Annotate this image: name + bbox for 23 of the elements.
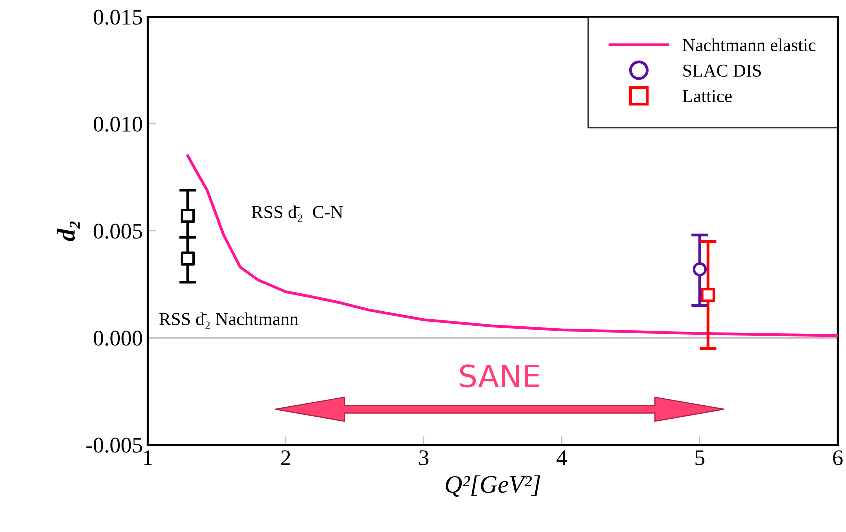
x-tick-label: 1	[144, 450, 152, 466]
point	[692, 262, 708, 277]
annotation: SANE	[460, 364, 540, 388]
x-axis-title: Q²[GeV²]	[446, 476, 540, 497]
annotation: RSS d̄₂ Nachtmann	[160, 312, 298, 329]
y-tick-label: 0.015	[94, 10, 142, 26]
y-tick-label: 0.005	[94, 224, 142, 240]
y-tick-label: 0.000	[94, 330, 142, 346]
point	[180, 252, 196, 266]
x-tick-label: 5	[696, 450, 705, 466]
x-tick-label: 6	[833, 450, 843, 466]
x-tick-label: 4	[556, 450, 568, 466]
legend-label: Nachtmann elastic	[682, 38, 816, 52]
y-axis-title: d₂	[58, 222, 80, 242]
legend-label: SLAC DIS	[684, 64, 762, 77]
annotation: RSS d̄₂ C-N	[252, 206, 344, 222]
y-tick-label: 0.010	[94, 116, 142, 132]
x-tick-label: 2	[281, 450, 290, 466]
point	[180, 208, 196, 224]
point	[701, 288, 716, 302]
legend-label: Lattice	[682, 90, 732, 103]
y-tick-label: -0.005	[86, 438, 142, 454]
x-tick-label: 3	[420, 450, 429, 466]
